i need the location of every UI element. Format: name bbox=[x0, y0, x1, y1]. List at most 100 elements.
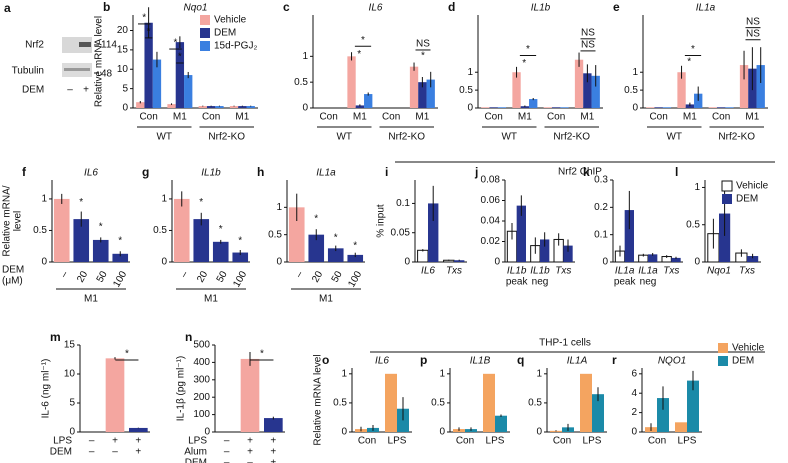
bar bbox=[206, 106, 216, 108]
x-tick-label: 50 bbox=[215, 269, 230, 285]
row-label: DEM bbox=[50, 447, 72, 458]
y-tick-label: 0.06 bbox=[481, 195, 501, 206]
y-tick-label: 0.5 bbox=[333, 398, 347, 409]
x-tick-label: neg bbox=[640, 277, 657, 288]
panel-letter: q bbox=[517, 353, 524, 367]
bar bbox=[657, 398, 669, 432]
y-tick-label: 15 bbox=[64, 340, 76, 351]
bar bbox=[725, 107, 734, 108]
x-tick-label: M1 bbox=[415, 112, 429, 123]
row-label: Alum bbox=[184, 447, 207, 458]
sign: + bbox=[270, 447, 276, 458]
bar bbox=[136, 102, 145, 108]
y-tick-label: 0.5 bbox=[624, 85, 638, 96]
bar bbox=[624, 210, 634, 262]
panel-title: NQO1 bbox=[658, 356, 686, 367]
bar bbox=[428, 203, 439, 262]
y-tick-label: 4 bbox=[631, 388, 637, 399]
sign: + bbox=[135, 436, 141, 447]
panel-title: IL1A bbox=[567, 356, 588, 367]
bar bbox=[418, 82, 427, 108]
bar bbox=[92, 239, 109, 262]
x-tick-label: IL1b bbox=[507, 266, 527, 277]
panel-letter: k bbox=[583, 165, 590, 179]
group-label: WT bbox=[336, 132, 352, 143]
annotation: * bbox=[79, 197, 83, 208]
blot-panel: a Nrf2 Tubulin 114 48 DEM – + bbox=[4, 1, 117, 95]
panel-letter: c bbox=[283, 0, 290, 14]
y-tick-label: 0 bbox=[204, 427, 210, 438]
bar bbox=[215, 106, 224, 108]
bar bbox=[483, 373, 495, 432]
x-tick-label: Con bbox=[139, 112, 157, 123]
bar bbox=[671, 257, 681, 262]
y-tick-label: 2 bbox=[631, 407, 637, 418]
annotation: * bbox=[526, 44, 530, 55]
panel-letter: m bbox=[50, 330, 61, 344]
x-tick-label: IL1b bbox=[530, 266, 550, 277]
x-tick-label: IL1a bbox=[615, 266, 635, 277]
y-tick-label: 1 bbox=[41, 194, 47, 205]
sign: + bbox=[270, 436, 276, 447]
bar bbox=[193, 219, 210, 262]
bar bbox=[716, 107, 726, 108]
y-tick-label: 0 bbox=[404, 257, 410, 268]
header: Nrf2 ChIP bbox=[558, 167, 602, 178]
y-axis-label: Relative mRNA level bbox=[94, 16, 105, 107]
blot-band bbox=[62, 37, 92, 53]
y-tick-label: 1 bbox=[302, 51, 308, 62]
size-label: 48 bbox=[101, 69, 113, 80]
panel-letter: b bbox=[103, 0, 110, 14]
y-tick-label: 0 bbox=[694, 257, 700, 268]
x-tick-label: – bbox=[58, 269, 71, 280]
annotation: * bbox=[174, 38, 178, 49]
bar bbox=[591, 75, 600, 108]
bar bbox=[173, 198, 190, 262]
x-tick-label: Con bbox=[358, 436, 376, 447]
bar bbox=[112, 253, 129, 262]
annotation: * bbox=[421, 51, 425, 62]
y-tick-label: 0 bbox=[467, 103, 473, 114]
x-tick-label: Txs bbox=[663, 266, 679, 277]
y-tick-label: 500 bbox=[193, 340, 210, 351]
x-tick-label: Con bbox=[319, 112, 337, 123]
y-tick-label: 0.1 bbox=[594, 229, 608, 240]
x-tick-label: – bbox=[293, 269, 306, 280]
bar bbox=[238, 106, 247, 108]
bar bbox=[648, 254, 658, 262]
annotation: NS bbox=[581, 27, 595, 38]
y-tick-label: 0 bbox=[69, 427, 75, 438]
y-tick-label: 20 bbox=[117, 25, 129, 36]
bar bbox=[675, 422, 687, 432]
y-axis-label: IL-6 (ng ml⁻¹) bbox=[41, 359, 52, 419]
x-tick-label: Con bbox=[648, 436, 666, 447]
legend-swatch bbox=[200, 28, 210, 38]
panel-letter: d bbox=[448, 0, 455, 14]
x-tick-label: LPS bbox=[486, 436, 505, 447]
x-tick-label: IL6 bbox=[421, 266, 435, 277]
bar bbox=[385, 373, 397, 432]
bar bbox=[497, 107, 507, 108]
y-tick-label: 0.3 bbox=[594, 175, 608, 186]
y-axis-label: level bbox=[13, 211, 24, 232]
bar bbox=[574, 59, 584, 108]
bar bbox=[198, 106, 207, 108]
annotation: * bbox=[522, 58, 526, 69]
x-tick-label: IL1a bbox=[638, 266, 658, 277]
blot-band bbox=[64, 68, 90, 71]
band-label: Tubulin bbox=[12, 66, 44, 77]
group-label: Nrf2-KO bbox=[208, 132, 245, 143]
sign: – bbox=[89, 436, 95, 447]
bar bbox=[583, 73, 592, 108]
legend-label: DEM bbox=[732, 356, 754, 367]
x-tick-label: M1 bbox=[235, 112, 249, 123]
x-tick-label: M1 bbox=[173, 112, 187, 123]
legend-swatch bbox=[718, 356, 728, 366]
y-tick-label: 0 bbox=[494, 257, 500, 268]
bar bbox=[355, 105, 365, 108]
sign: – bbox=[224, 447, 230, 458]
bar bbox=[347, 56, 356, 108]
group-label: WT bbox=[666, 132, 682, 143]
panel-letter: j bbox=[474, 165, 478, 179]
